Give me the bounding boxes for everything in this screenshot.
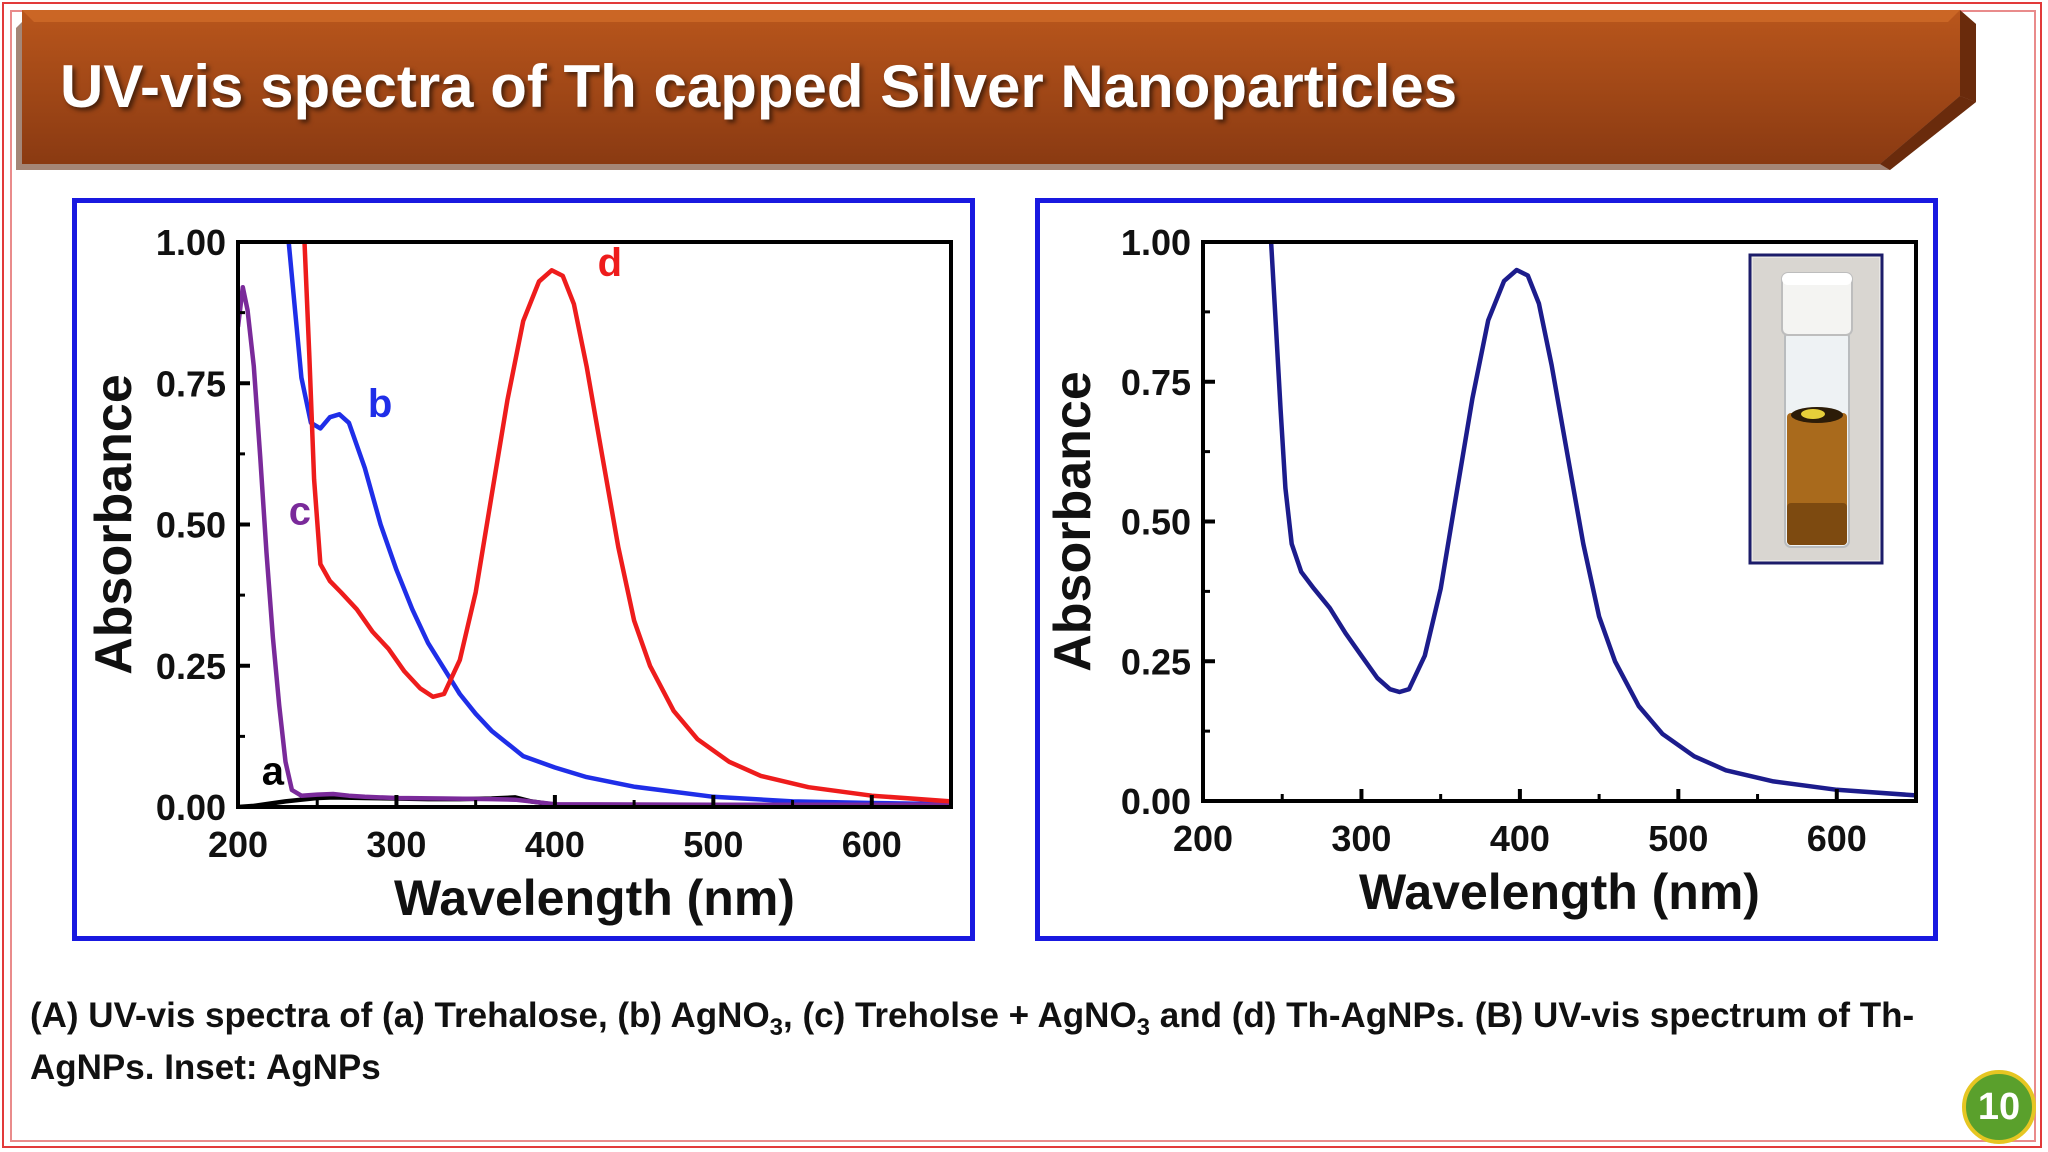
- caption-part-2: , (c) Treholse + AgNO: [783, 996, 1137, 1035]
- inset-vial-photo: [1748, 253, 1884, 565]
- y-tick-label: 0.25: [156, 646, 226, 687]
- x-tick-label: 200: [1173, 818, 1233, 859]
- series-line-d: [302, 242, 951, 804]
- y-tick-label: 1.00: [156, 222, 226, 263]
- x-axis-label: Wavelength (nm): [394, 870, 795, 926]
- series-label-a: a: [262, 749, 285, 793]
- y-axis-label: Absorbance: [1044, 371, 1102, 672]
- x-tick-label: 300: [366, 824, 426, 865]
- caption-subscript-1: 3: [769, 1014, 784, 1041]
- caption-subscript-2: 3: [1136, 1014, 1151, 1041]
- panel-a-uvvis-spectra: a b c d 200 300 400 500 600 0.00 0.25 0.50 0.75 1.00 W…: [72, 198, 975, 941]
- series-line-c: [238, 284, 951, 807]
- x-tick-label: 600: [842, 824, 902, 865]
- page-title: UV-vis spectra of Th capped Silver Nanop…: [60, 53, 1458, 120]
- y-axis-label: Absorbance: [85, 374, 143, 675]
- x-tick-label: 300: [1331, 818, 1391, 859]
- page-number-badge: 10: [1962, 1070, 2036, 1144]
- series-line-1: [1268, 242, 1916, 798]
- caption-part-3: and (d) Th-AgNPs. (B) UV-vis spectrum of…: [30, 996, 1915, 1087]
- x-tick-label: 600: [1807, 818, 1867, 859]
- series-label-d: d: [598, 241, 622, 285]
- caption-part-1: (A) UV-vis spectra of (a) Trehalose, (b)…: [30, 996, 770, 1035]
- y-tick-label: 0.50: [1121, 502, 1191, 543]
- figure-caption: (A) UV-vis spectra of (a) Trehalose, (b)…: [30, 990, 2020, 1094]
- y-tick-label: 0.75: [1121, 362, 1191, 403]
- y-tick-label: 0.50: [156, 505, 226, 546]
- y-tick-label: 0.00: [156, 787, 226, 828]
- panel-b-uvvis-spectrum: 200 300 400 500 600 0.00 0.25 0.50 0.75 1.00 Wavel…: [1035, 198, 1938, 941]
- title-banner: [16, 10, 1976, 170]
- x-tick-label: 500: [1648, 818, 1708, 859]
- chart-a: a b c d 200 300 400 500 600 0.00 0.25 0.50 0.75 1.00 W…: [85, 222, 953, 926]
- y-tick-label: 0.00: [1121, 781, 1191, 822]
- x-tick-label: 500: [683, 824, 743, 865]
- y-tick-label: 0.25: [1121, 641, 1191, 682]
- series-line-b: [286, 242, 951, 807]
- x-axis-label: Wavelength (nm): [1359, 864, 1760, 920]
- plot-frame: [236, 240, 953, 809]
- y-tick-label: 0.75: [156, 363, 226, 404]
- x-tick-label: 400: [1490, 818, 1550, 859]
- x-tick-label: 200: [208, 824, 268, 865]
- series-label-b: b: [368, 382, 392, 426]
- y-tick-label: 1.00: [1121, 222, 1191, 263]
- series-label-c: c: [289, 490, 311, 534]
- chart-b: 200 300 400 500 600 0.00 0.25 0.50 0.75 1.00 Wavel…: [1044, 222, 1918, 920]
- x-tick-label: 400: [525, 824, 585, 865]
